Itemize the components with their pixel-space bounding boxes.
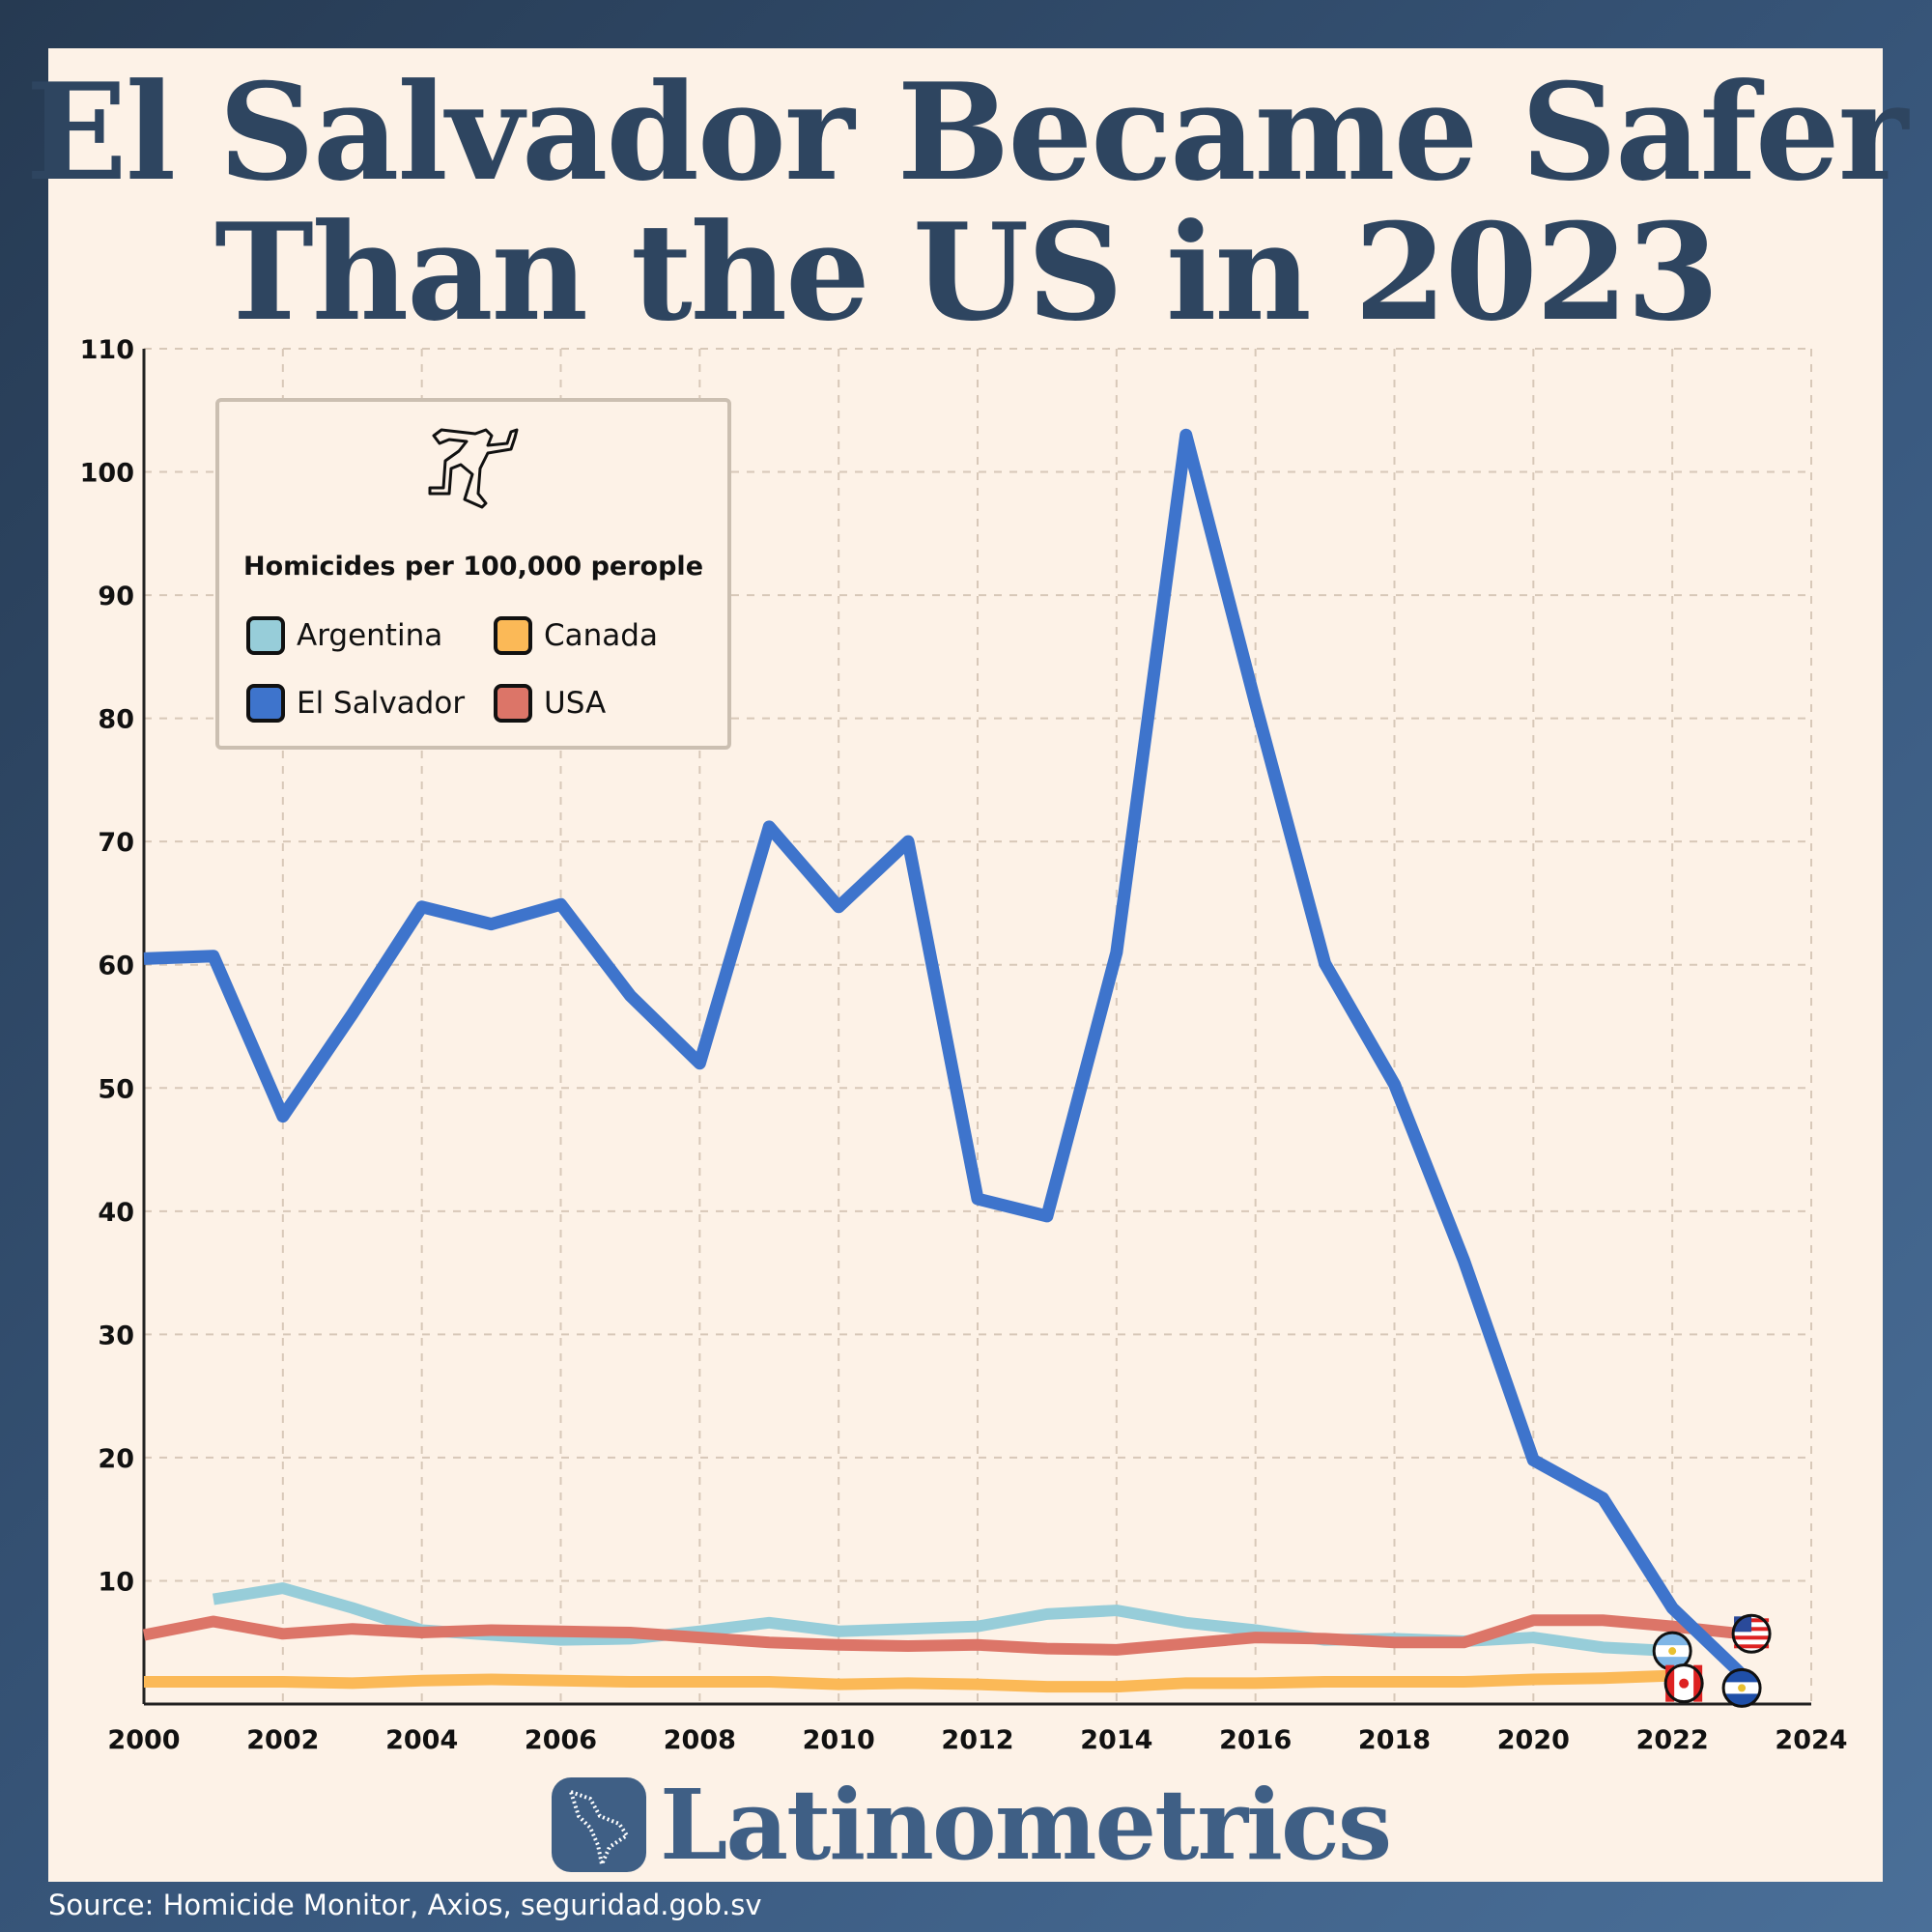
flag-band (1665, 1664, 1675, 1702)
title-line-1: El Salvador Became Safer (25, 53, 1909, 211)
series-lines (142, 428, 1747, 1693)
brand-name: Latinometrics (660, 1768, 1392, 1882)
y-tick-label: 100 (80, 459, 134, 489)
y-tick-label: 70 (98, 828, 134, 858)
legend-label: USA (544, 686, 607, 721)
series-line-canada (144, 1669, 1673, 1693)
x-tick-label: 2008 (664, 1725, 736, 1755)
flags (1652, 1613, 1772, 1708)
flag-stripe (1734, 1635, 1770, 1640)
legend-swatch (246, 616, 285, 655)
x-tick-label: 2002 (246, 1725, 319, 1755)
y-tick-label: 10 (98, 1567, 134, 1597)
legend-label: Canada (544, 618, 658, 653)
y-tick-label: 80 (98, 705, 134, 735)
legend-item-el-salvador: El Salvador (246, 684, 465, 723)
y-tick-label: 50 (98, 1074, 134, 1104)
legend-item-argentina: Argentina (246, 616, 442, 655)
legend-item-usa: USA (494, 684, 606, 723)
y-tick-label: 60 (98, 952, 134, 981)
y-tick-label: 40 (98, 1198, 134, 1228)
y-tick-label: 110 (80, 335, 134, 365)
x-tick-label: 2018 (1358, 1725, 1431, 1755)
brand-logo: Latinometrics (552, 1768, 1392, 1882)
x-tick-label: 2014 (1080, 1725, 1152, 1755)
x-tick-label: 2020 (1497, 1725, 1570, 1755)
axes: 10 20 30 40 50 60 70 80 90 100 110 2000 2002 2004 2006… (80, 335, 1848, 1755)
x-tick-label: 2016 (1219, 1725, 1292, 1755)
flag-border (1721, 1667, 1762, 1708)
legend-title: Homicides per 100,000 perople (242, 552, 704, 582)
y-tick-label: 30 (98, 1321, 134, 1350)
legend-label: El Salvador (297, 686, 466, 721)
flag-emblem (1668, 1647, 1677, 1656)
y-tick-label: 20 (98, 1444, 134, 1474)
grid (143, 348, 1812, 1704)
el-salvador-flag-icon (1721, 1667, 1762, 1708)
series-line-usa (142, 1614, 1743, 1656)
legend: Homicides per 100,000 perople Argentina … (215, 398, 731, 750)
flag-border (1663, 1663, 1704, 1704)
flag-band (1693, 1664, 1703, 1702)
source-note: Source: Homicide Monitor, Axios, segurid… (48, 1889, 762, 1921)
x-tick-label: 2006 (525, 1725, 597, 1755)
legend-swatch (494, 616, 532, 655)
flag-border (1731, 1613, 1772, 1654)
x-tick-label: 2004 (385, 1725, 458, 1755)
legend-swatch (246, 684, 285, 723)
canada-flag-icon (1663, 1663, 1704, 1704)
x-tick-label: 2000 (107, 1725, 180, 1755)
x-tick-label: 2010 (803, 1725, 875, 1755)
y-tick-label: 90 (98, 582, 134, 611)
usa-flag-icon (1731, 1613, 1772, 1654)
legend-swatch (494, 684, 532, 723)
series-line-el-salvador (143, 428, 1747, 1680)
legend-item-canada: Canada (494, 616, 658, 655)
x-tick-label: 2024 (1775, 1725, 1847, 1755)
latin-america-map-icon (552, 1777, 646, 1872)
x-tick-label: 2012 (941, 1725, 1013, 1755)
maple-leaf (1679, 1678, 1690, 1689)
x-tick-label: 2022 (1636, 1725, 1709, 1755)
flag-emblem (1738, 1684, 1747, 1692)
legend-label: Argentina (297, 618, 443, 653)
title-line-2: Than the US in 2023 (214, 193, 1719, 351)
chalk-outline-body-icon (428, 428, 519, 509)
flag-stripe (1734, 1644, 1770, 1649)
